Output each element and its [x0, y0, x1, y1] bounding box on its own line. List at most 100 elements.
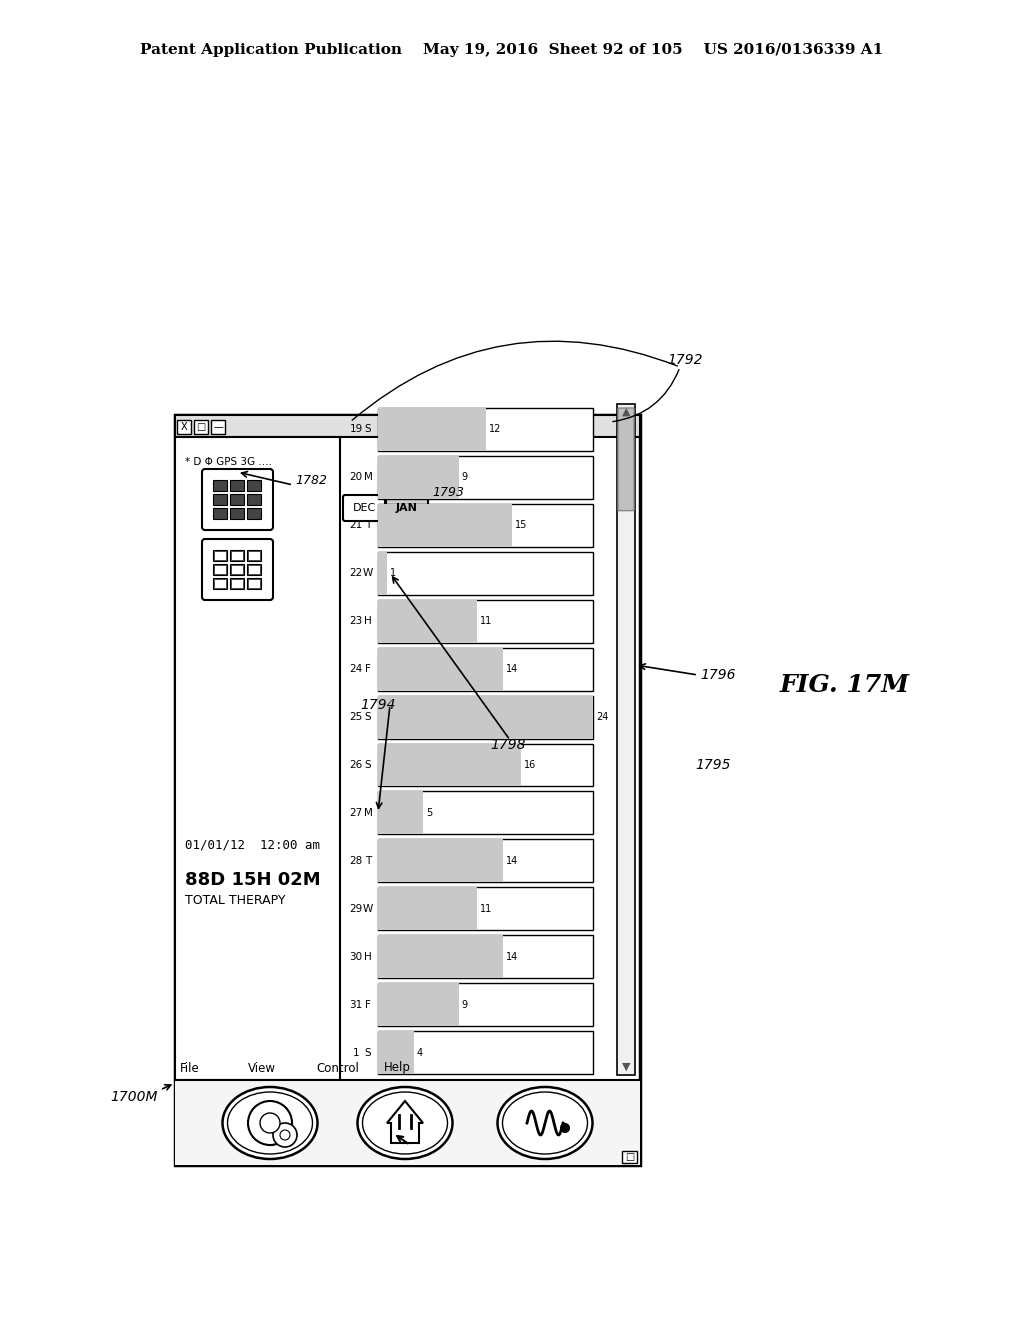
Ellipse shape — [227, 1092, 312, 1154]
Bar — [378, 648, 593, 690]
Text: S: S — [365, 760, 372, 770]
Bar — [267, 1139, 273, 1144]
Bar — [175, 414, 640, 437]
Bar — [378, 599, 476, 643]
Bar — [280, 1133, 288, 1140]
Bar — [378, 887, 476, 931]
FancyBboxPatch shape — [343, 495, 385, 521]
Bar — [378, 696, 593, 738]
Text: 20: 20 — [349, 473, 362, 482]
Text: F: F — [366, 664, 371, 675]
Bar — [175, 437, 340, 1080]
Text: S: S — [365, 425, 372, 434]
Bar — [378, 743, 593, 787]
Bar — [230, 494, 244, 506]
Bar — [231, 565, 243, 574]
Bar — [378, 887, 593, 931]
Text: 11: 11 — [479, 616, 492, 626]
Text: M: M — [364, 808, 373, 818]
Text: File: File — [180, 1061, 200, 1074]
Bar — [378, 983, 593, 1026]
Text: 14: 14 — [507, 952, 519, 962]
Text: 1794: 1794 — [360, 698, 395, 711]
Text: H: H — [365, 952, 372, 962]
Text: 1795: 1795 — [695, 758, 730, 772]
Text: 15: 15 — [515, 520, 527, 531]
Bar — [248, 579, 260, 587]
Text: □: □ — [197, 422, 206, 432]
Bar — [231, 579, 243, 587]
Text: 21: 21 — [349, 520, 362, 531]
Bar — [247, 550, 261, 561]
Bar — [248, 1119, 254, 1126]
Bar — [213, 494, 227, 506]
Bar — [214, 565, 226, 574]
Bar — [213, 564, 227, 576]
Ellipse shape — [362, 1092, 447, 1154]
Text: 5: 5 — [426, 808, 432, 818]
Text: W: W — [362, 568, 373, 578]
Text: 9: 9 — [462, 999, 468, 1010]
Polygon shape — [387, 1101, 423, 1143]
Text: F: F — [366, 999, 371, 1010]
Bar — [280, 1105, 288, 1114]
Text: M: M — [364, 473, 373, 482]
Ellipse shape — [357, 1086, 453, 1159]
Circle shape — [561, 1125, 569, 1133]
Bar — [378, 504, 512, 546]
Bar — [378, 552, 387, 595]
Text: FIG. 17M: FIG. 17M — [780, 673, 910, 697]
Text: 16: 16 — [524, 760, 537, 770]
Text: TOTAL THERAPY: TOTAL THERAPY — [185, 894, 286, 907]
Bar — [252, 1133, 261, 1140]
Text: 26: 26 — [349, 760, 362, 770]
Bar — [378, 408, 593, 451]
Text: ▼: ▼ — [622, 1063, 630, 1072]
FancyBboxPatch shape — [618, 408, 634, 511]
Text: 1796: 1796 — [700, 668, 735, 682]
Text: 28: 28 — [349, 855, 362, 866]
Bar — [267, 1101, 273, 1107]
Text: 1793: 1793 — [432, 486, 464, 499]
Text: H: H — [365, 616, 372, 626]
Bar — [378, 504, 593, 546]
Text: 14: 14 — [507, 664, 519, 675]
Text: T: T — [365, 520, 371, 531]
Text: DEC: DEC — [352, 503, 376, 513]
Text: S: S — [365, 711, 372, 722]
Bar — [378, 599, 593, 643]
FancyBboxPatch shape — [211, 420, 225, 434]
Text: JAN: JAN — [396, 503, 418, 513]
Circle shape — [260, 1113, 280, 1133]
Circle shape — [280, 1130, 290, 1140]
Bar — [230, 508, 244, 519]
Bar — [247, 578, 261, 589]
Bar — [378, 552, 593, 595]
Bar — [230, 550, 244, 561]
Text: * D Φ GPS 3G ....: * D Φ GPS 3G .... — [185, 457, 272, 467]
Bar — [230, 578, 244, 589]
Text: 9: 9 — [462, 473, 468, 482]
Text: View: View — [248, 1061, 276, 1074]
Bar — [230, 564, 244, 576]
Bar — [248, 550, 260, 560]
Bar — [378, 696, 593, 738]
Text: 1792: 1792 — [668, 352, 702, 367]
FancyBboxPatch shape — [175, 414, 640, 1166]
Bar — [378, 792, 593, 834]
Bar — [213, 508, 227, 519]
Text: 1: 1 — [390, 568, 396, 578]
Text: 31: 31 — [349, 999, 362, 1010]
Text: Help: Help — [384, 1061, 411, 1074]
Bar — [378, 840, 593, 882]
Text: 1798: 1798 — [490, 738, 525, 752]
Bar — [214, 550, 226, 560]
Text: —: — — [213, 422, 223, 432]
Bar — [378, 840, 504, 882]
Text: 1: 1 — [352, 1048, 359, 1057]
Bar — [378, 408, 485, 451]
Text: S: S — [365, 1048, 372, 1057]
Bar — [378, 1031, 414, 1074]
Bar — [247, 508, 261, 519]
Bar — [617, 404, 635, 1074]
